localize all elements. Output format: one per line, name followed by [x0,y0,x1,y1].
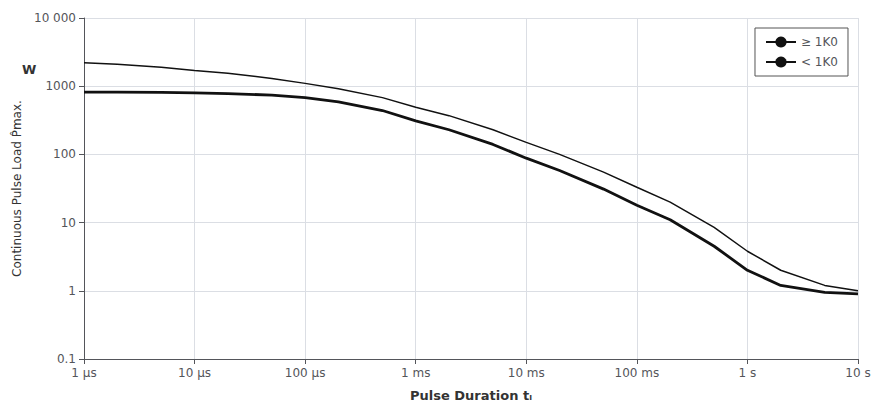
svg-text:100: 100 [53,147,76,161]
svg-text:10: 10 [61,216,76,230]
svg-text:1 ms: 1 ms [401,366,430,380]
svg-text:100 ms: 100 ms [615,366,660,380]
svg-text:Continuous Pulse Load P̂max.: Continuous Pulse Load P̂max. [10,100,24,277]
svg-text:1 s: 1 s [739,366,757,380]
svg-text:10 μs: 10 μs [178,366,211,380]
svg-text:10 000: 10 000 [34,11,76,25]
svg-text:1: 1 [68,284,76,298]
svg-text:10 ms: 10 ms [508,366,545,380]
svg-text:10 s: 10 s [845,366,870,380]
svg-text:W: W [22,62,36,77]
svg-text:1000: 1000 [45,79,76,93]
svg-text:0.1: 0.1 [57,352,76,366]
svg-text:≥ 1K0: ≥ 1K0 [801,35,838,49]
svg-text:1 μs: 1 μs [71,366,96,380]
svg-text:Pulse Duration tᵢ: Pulse Duration tᵢ [410,388,532,403]
svg-text:< 1K0: < 1K0 [801,55,838,69]
svg-text:100 μs: 100 μs [285,366,326,380]
